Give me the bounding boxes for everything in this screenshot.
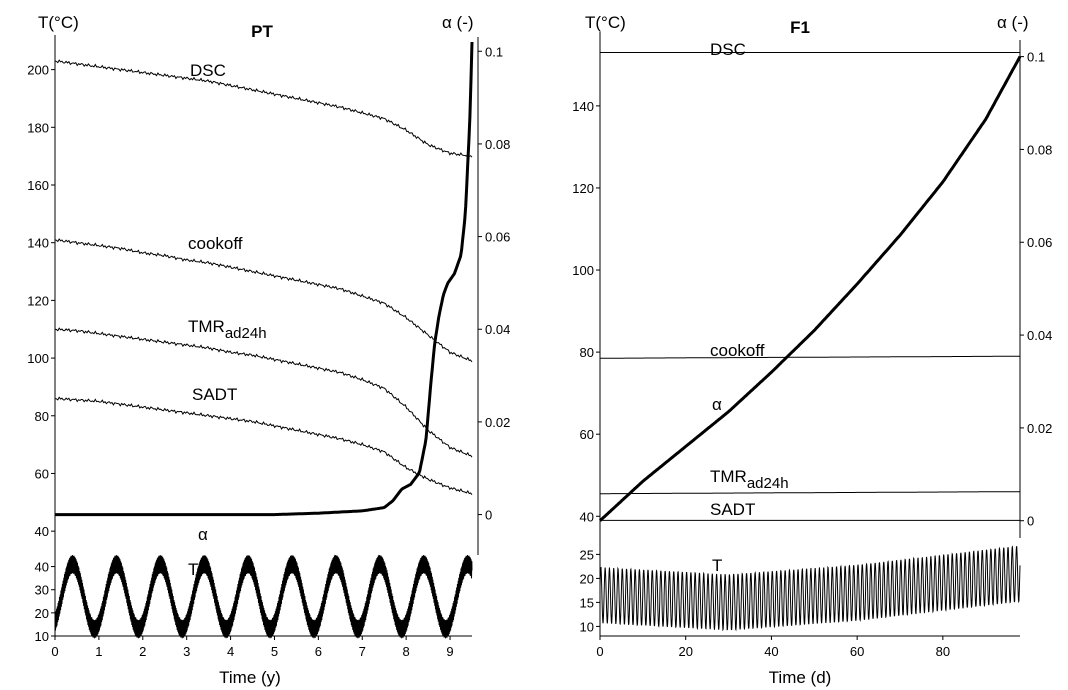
y-left-tick-label: 120 xyxy=(27,293,49,308)
series-labels: DSC cookoff TMRad24h SADT α T xyxy=(710,40,789,575)
y-right-tick-label: 0.1 xyxy=(485,44,503,59)
series-line-cookoff xyxy=(600,355,1020,359)
y-left-tick-label: 80 xyxy=(35,409,49,424)
chart-pt: PT T(°C) α (-) Time (y) 4060801001201401… xyxy=(27,13,510,687)
y-axis-left-label: T(°C) xyxy=(585,13,626,32)
series-label-cookoff: cookoff xyxy=(710,341,765,360)
y-right-tick-label: 0.04 xyxy=(1027,328,1052,343)
x-tick-label: 8 xyxy=(403,644,410,659)
series-labels: DSC cookoff TMRad24h SADT αT xyxy=(188,61,267,579)
series-line-TMRad24h xyxy=(54,327,473,458)
series-line-alpha xyxy=(55,41,474,517)
y-right-tick-label: 0.06 xyxy=(485,230,510,245)
series-label-T: T xyxy=(712,556,722,575)
y-right-tick-label: 0.08 xyxy=(1027,142,1052,157)
y-right-tick-label: 0.06 xyxy=(1027,235,1052,250)
y-left-lower-tick-label: 20 xyxy=(580,571,594,586)
y-left-lower-tick-label: 30 xyxy=(35,583,49,598)
axes: 40 60 80 100 120 140 10 15 20 25 0 0.02 0.04 0.06 0.08… xyxy=(572,32,1052,659)
series-label-TMRad24h: TMRad24h xyxy=(710,467,789,492)
x-tick-label: 80 xyxy=(936,644,950,659)
x-tick-label: 6 xyxy=(315,644,322,659)
x-tick-label: 4 xyxy=(227,644,234,659)
series-line-cookoff xyxy=(54,238,473,363)
y-right-tick-label: 0 xyxy=(485,508,492,523)
y-right-tick-label: 0 xyxy=(1027,514,1034,529)
x-tick-label: 9 xyxy=(446,644,453,659)
series-line-SADT xyxy=(54,396,473,496)
x-tick-label: 7 xyxy=(359,644,366,659)
series-label-cookoff: cookoff xyxy=(188,234,243,253)
series-group xyxy=(54,41,474,639)
series-line-T xyxy=(599,545,1021,632)
chart-f1: F1 T(°C) α (-) Time (d) 4060801001201401… xyxy=(572,13,1052,687)
axes: 4060801001201401601802001020304000.020.0… xyxy=(27,35,510,659)
series-label-DSC: DSC xyxy=(710,40,746,59)
series-label-T: T xyxy=(188,560,198,579)
y-right-tick-label: 0.04 xyxy=(485,322,510,337)
series-line-TMRad24h xyxy=(600,491,1021,495)
y-axis-left-label: T(°C) xyxy=(38,13,79,32)
y-left-lower-tick-label: 10 xyxy=(35,629,49,644)
y-left-lower-tick-label: 40 xyxy=(35,560,49,575)
y-left-lower-tick-label: 20 xyxy=(35,606,49,621)
x-tick-label: 40 xyxy=(764,644,778,659)
series-group xyxy=(598,52,1022,632)
y-left-tick-label: 60 xyxy=(35,466,49,481)
y-left-tick-label: 140 xyxy=(27,236,49,251)
x-tick-label: 3 xyxy=(183,644,190,659)
x-axis-label: Time (d) xyxy=(769,668,832,687)
y-axis-right-label: α (-) xyxy=(997,13,1029,32)
x-tick-label: 20 xyxy=(678,644,692,659)
chart-title: F1 xyxy=(790,18,810,37)
series-label-alpha: α xyxy=(712,395,722,414)
series-line-T xyxy=(54,554,473,639)
series-label-subscript: ad24h xyxy=(747,475,789,492)
y-left-tick-label: 40 xyxy=(580,509,594,524)
y-left-tick-label: 40 xyxy=(35,524,49,539)
y-right-tick-label: 0.08 xyxy=(485,137,510,152)
y-left-tick-label: 100 xyxy=(572,263,594,278)
y-right-tick-label: 0.02 xyxy=(1027,421,1052,436)
x-tick-label: 60 xyxy=(850,644,864,659)
series-label-subscript: ad24h xyxy=(225,325,267,342)
y-left-tick-label: 120 xyxy=(572,181,594,196)
series-line-alpha xyxy=(598,55,1022,522)
x-tick-label: 1 xyxy=(95,644,102,659)
y-left-tick-label: 200 xyxy=(27,63,49,78)
y-left-tick-label: 100 xyxy=(27,351,49,366)
y-left-tick-label: 160 xyxy=(27,178,49,193)
series-label-SADT: SADT xyxy=(192,385,237,404)
y-left-tick-label: 140 xyxy=(572,99,594,114)
y-left-lower-tick-label: 15 xyxy=(580,595,594,610)
series-line-DSC xyxy=(54,59,473,158)
y-left-lower-tick-label: 25 xyxy=(580,547,594,562)
x-tick-label: 2 xyxy=(139,644,146,659)
y-left-tick-label: 80 xyxy=(580,345,594,360)
series-label-alpha: α xyxy=(198,525,208,544)
series-label-TMRad24h: TMRad24h xyxy=(188,317,267,342)
y-left-tick-label: 60 xyxy=(580,427,594,442)
y-right-tick-label: 0.1 xyxy=(1027,50,1045,65)
y-axis-right-label: α (-) xyxy=(442,13,474,32)
series-label-SADT: SADT xyxy=(710,500,755,519)
y-right-tick-label: 0.02 xyxy=(485,415,510,430)
y-left-lower-tick-label: 10 xyxy=(580,619,594,634)
x-tick-label: 0 xyxy=(596,644,603,659)
chart-title: PT xyxy=(251,22,273,41)
x-tick-label: 0 xyxy=(51,644,58,659)
series-label-DSC: DSC xyxy=(190,61,226,80)
x-tick-label: 5 xyxy=(271,644,278,659)
y-left-tick-label: 180 xyxy=(27,120,49,135)
x-axis-label: Time (y) xyxy=(219,668,281,687)
